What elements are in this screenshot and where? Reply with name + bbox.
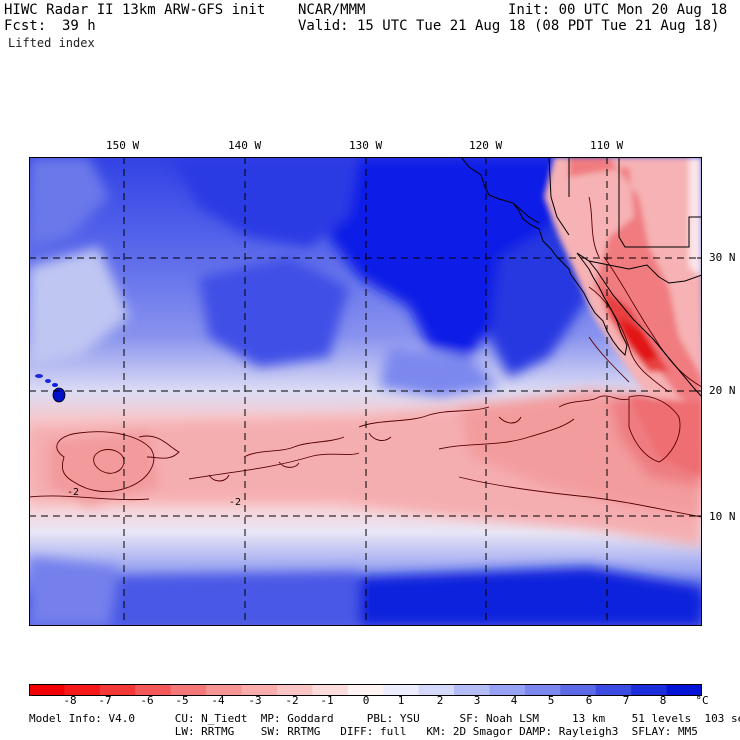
field-name: Lifted index (8, 36, 95, 50)
li-contours (29, 196, 702, 518)
cbar-label-1: 1 (397, 694, 405, 707)
colorbar-swatch (347, 684, 384, 696)
colorbar-swatch (135, 684, 172, 696)
model-info-line1: Model Info: V4.0 CU: N_Tiedt MP: Goddard… (29, 712, 740, 725)
graticule (29, 157, 702, 626)
colorbar-swatch (454, 684, 491, 696)
cbar-label-n3: -3 (248, 694, 262, 707)
forecast-hours: 39 h (62, 18, 96, 34)
lon-label-140w: 140 W (228, 139, 262, 152)
cbar-label-n2: -2 (285, 694, 299, 707)
colorbar-swatch (170, 684, 207, 696)
colorbar (29, 681, 703, 700)
colorbar-swatch (383, 684, 420, 696)
colorbar-swatch (29, 684, 66, 696)
map-frame (29, 157, 702, 626)
colorbar-svg (29, 684, 703, 696)
cbar-label-n1: -1 (320, 694, 334, 707)
colorbar-swatch (666, 684, 703, 696)
cbar-label-n4: -4 (211, 694, 225, 707)
model-info-line2: LW: RRTMG SW: RRTMG DIFF: full KM: 2D Sm… (29, 725, 698, 738)
cbar-label-n6: -6 (140, 694, 154, 707)
init-time: Init: 00 UTC Mon 20 Aug 18 (508, 2, 728, 18)
colorbar-swatch (524, 684, 561, 696)
lon-label-130w: 130 W (349, 139, 383, 152)
forecast-label: Fcst: (4, 18, 47, 34)
colorbar-swatch (206, 684, 243, 696)
cbar-label-0: 0 (362, 694, 370, 707)
cbar-label-5: 5 (547, 694, 555, 707)
colorbar-swatch (312, 684, 349, 696)
colorbar-swatch (631, 684, 668, 696)
lat-label-30n: 30 N (709, 251, 736, 264)
colorbar-frame (29, 684, 702, 696)
cbar-label-6: 6 (585, 694, 593, 707)
cbar-label-n8: -8 (63, 694, 77, 707)
contour-label-2: -2 (229, 497, 241, 508)
land-instability (544, 157, 702, 477)
map-svg: -2 -2 (29, 157, 702, 626)
cbar-label-4: 4 (510, 694, 518, 707)
valid-time: Valid: 15 UTC Tue 21 Aug 18 (08 PDT Tue … (298, 18, 720, 34)
cbar-label-2: 2 (436, 694, 444, 707)
colorbar-swatch (241, 684, 278, 696)
model-title: HIWC Radar II 13km ARW-GFS init (4, 2, 266, 18)
coastline (460, 157, 702, 398)
lon-label-110w: 110 W (590, 139, 624, 152)
colorbar-swatch (560, 684, 597, 696)
cbar-label-7: 7 (622, 694, 630, 707)
cbar-label-3: 3 (473, 694, 481, 707)
cbar-label-n5: -5 (175, 694, 189, 707)
cbar-unit: °C (695, 694, 709, 707)
colorbar-swatch (99, 684, 136, 696)
contour-label-1: -2 (67, 487, 79, 498)
lat-label-10n: 10 N (709, 510, 736, 523)
lifted-index-map: -2 -2 (29, 157, 702, 626)
colorbar-swatch (595, 684, 632, 696)
cbar-label-8: 8 (659, 694, 667, 707)
colorbar-swatch (418, 684, 455, 696)
lat-label-20n: 20 N (709, 384, 736, 397)
cbar-label-n7: -7 (98, 694, 112, 707)
colorbar-swatch (64, 684, 101, 696)
lon-label-150w: 150 W (106, 139, 140, 152)
colorbar-swatch (276, 684, 313, 696)
lon-label-120w: 120 W (469, 139, 503, 152)
organization: NCAR/MMM (298, 2, 366, 18)
colorbar-swatch (489, 684, 526, 696)
